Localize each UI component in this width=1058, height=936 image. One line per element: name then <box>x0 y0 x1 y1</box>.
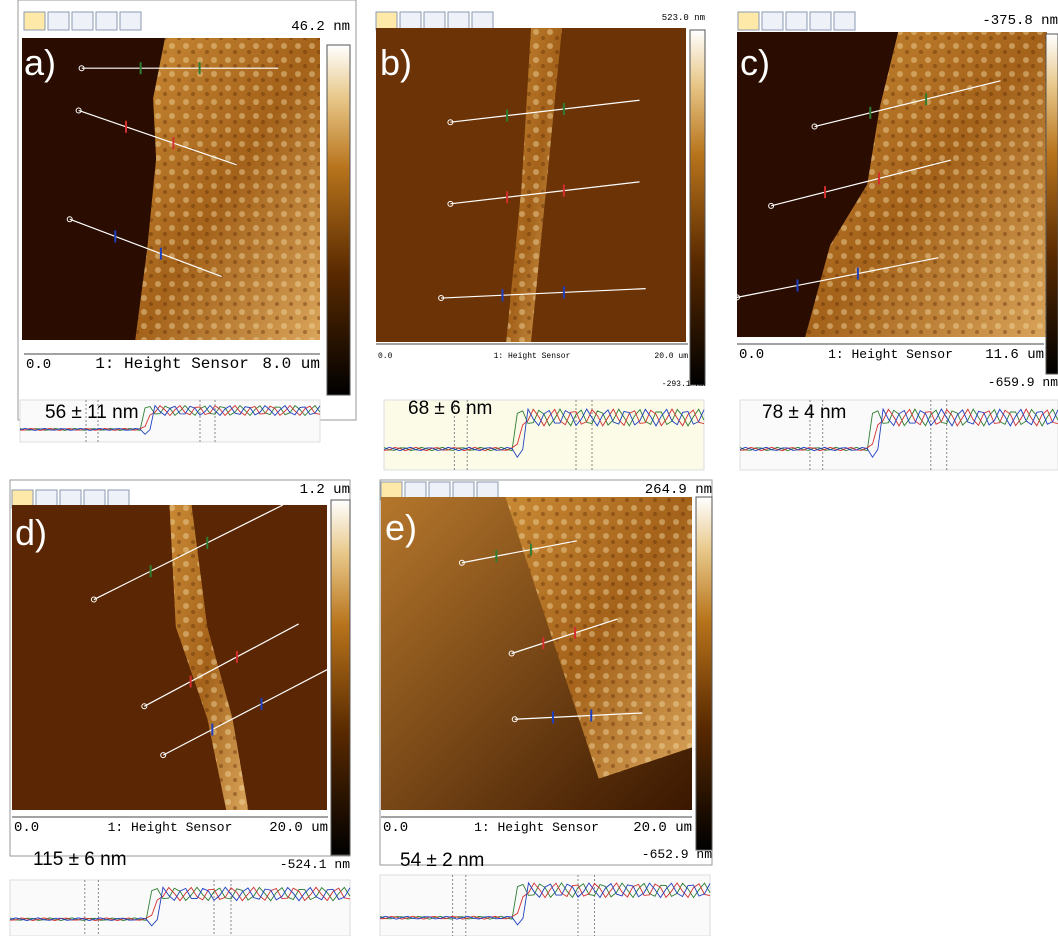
axis-start: 0.0 <box>14 820 39 836</box>
toolbar-button <box>96 12 117 30</box>
panel-letter: c) <box>740 42 770 83</box>
colorbar <box>331 500 350 855</box>
toolbar-button <box>72 12 93 30</box>
measurement: 68 ± 6 nm <box>408 398 492 419</box>
colorbar <box>690 30 705 385</box>
profile-plot <box>380 875 710 936</box>
measurement: 54 ± 2 nm <box>400 850 484 871</box>
toolbar-button <box>472 12 493 30</box>
toolbar-button <box>738 12 759 30</box>
toolbar-button <box>786 12 807 30</box>
afm-panel: c) -375.8 nm -659.9 nm 0.0 1: Height Sensor 1… <box>735 12 1058 470</box>
toolbar-button <box>810 12 831 30</box>
figure: a) 46.2 nm 0.0 1: Height Sensor 8.0 um 56 ± 1… <box>0 0 1058 936</box>
scale-min: -524.1 nm <box>280 857 350 872</box>
scale-max: 523.0 nm <box>662 13 705 23</box>
axis-label: 1: Height Sensor <box>494 352 571 361</box>
axis-end: 11.6 um <box>985 347 1044 363</box>
colorbar <box>327 45 350 395</box>
axis-end: 20.0 um <box>654 352 688 361</box>
toolbar-button <box>762 12 783 30</box>
afm-panel: b) 523.0 nm -293.1 nm 0.0 1: Height Sensor 20… <box>376 12 705 470</box>
scale-max: 1.2 um <box>300 482 350 498</box>
toolbar-button <box>24 12 45 30</box>
measurement: 56 ± 11 nm <box>45 402 139 423</box>
toolbar-button <box>448 12 469 30</box>
toolbar-button <box>376 12 397 30</box>
scale-min: -293.1 nm <box>662 380 705 389</box>
axis-start: 0.0 <box>26 357 51 373</box>
measurement: 78 ± 4 nm <box>762 402 846 423</box>
measurement: 115 ± 6 nm <box>33 849 127 870</box>
panel-letter: e) <box>385 507 417 548</box>
colorbar <box>696 497 712 850</box>
afm-panel: d) 1.2 um -524.1 nm 0.0 1: Height Sensor 20.0… <box>10 480 350 936</box>
axis-label: 1: Height Sensor <box>95 355 249 373</box>
axis-end: 20.0 um <box>269 820 328 836</box>
afm-image <box>12 505 327 810</box>
scale-min: -652.9 nm <box>642 847 712 862</box>
axis-end: 20.0 um <box>633 820 692 836</box>
axis-start: 0.0 <box>383 820 408 836</box>
colorbar <box>1046 34 1058 374</box>
toolbar-button <box>834 12 855 30</box>
scale-max: 46.2 nm <box>291 19 350 35</box>
toolbar-button <box>120 12 141 30</box>
toolbar-button <box>48 12 69 30</box>
panel-letter: b) <box>380 42 412 83</box>
axis-start: 0.0 <box>378 352 393 361</box>
scale-min: -659.9 nm <box>988 375 1058 390</box>
toolbar-button <box>400 12 421 30</box>
afm-panel: a) 46.2 nm 0.0 1: Height Sensor 8.0 um 56 ± 1… <box>18 0 356 442</box>
toolbar-button <box>424 12 445 30</box>
afm-texture <box>135 38 320 340</box>
afm-panel: e) 264.9 nm -652.9 nm 0.0 1: Height Sensor 20… <box>380 480 712 936</box>
axis-start: 0.0 <box>739 347 764 363</box>
scale-max: -375.8 nm <box>982 13 1058 29</box>
panel-letter: a) <box>24 42 56 83</box>
panel-letter: d) <box>15 512 47 553</box>
profile-plot <box>10 880 350 936</box>
scale-max: 264.9 nm <box>645 482 712 498</box>
axis-label: 1: Height Sensor <box>828 347 953 362</box>
axis-end: 8.0 um <box>262 355 320 373</box>
axis-label: 1: Height Sensor <box>108 820 233 835</box>
axis-label: 1: Height Sensor <box>474 820 599 835</box>
